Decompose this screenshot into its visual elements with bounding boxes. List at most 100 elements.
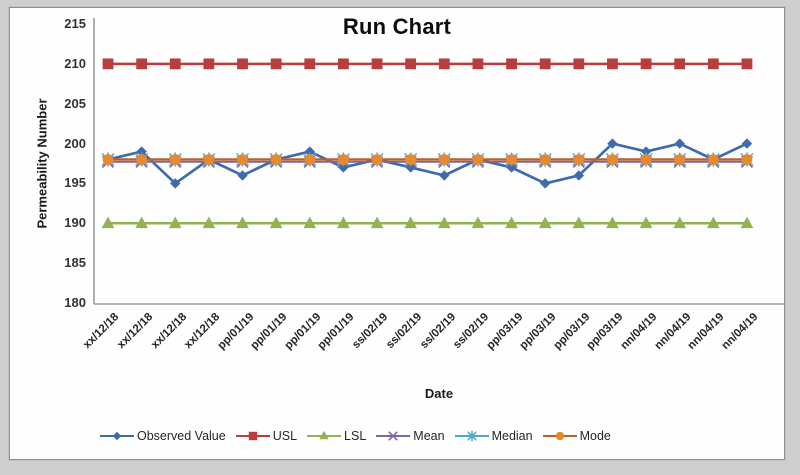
legend-item-median: Median <box>454 429 533 443</box>
circle-marker-icon <box>338 154 349 165</box>
square-marker-icon <box>169 58 181 70</box>
circle-marker-icon <box>573 154 585 165</box>
chart-panel <box>9 7 785 460</box>
triangle-marker-icon <box>404 216 417 229</box>
y-tick-label: 195 <box>64 175 86 191</box>
square-marker-icon <box>203 58 215 70</box>
chart-title: Run Chart <box>342 14 452 39</box>
legend-item-observed-value: Observed Value <box>100 429 226 443</box>
y-tick-label: 210 <box>64 55 86 71</box>
series-observed-value <box>102 138 753 189</box>
circle-marker-icon <box>674 154 686 165</box>
triangle-marker-icon <box>572 216 586 229</box>
circle-marker-icon <box>438 154 450 165</box>
square-marker-icon <box>573 58 585 70</box>
diamond-marker-icon <box>136 146 147 157</box>
triangle-marker-icon <box>471 216 485 229</box>
square-marker-icon <box>539 58 551 70</box>
legend-label: Mode <box>579 429 611 443</box>
circle-marker-icon <box>707 154 719 165</box>
y-tick-label: 205 <box>64 95 86 111</box>
y-tick-label: 185 <box>64 255 86 271</box>
diamond-marker-icon <box>439 170 450 181</box>
triangle-marker-icon <box>639 216 653 229</box>
circle-marker-icon <box>506 154 517 165</box>
circle-marker-icon <box>102 154 114 165</box>
circle-marker-icon <box>472 154 484 165</box>
legend-label: USL <box>272 429 298 443</box>
legend-marker-mean-icon <box>376 431 411 441</box>
square-marker-icon <box>640 58 652 70</box>
y-tick-label: 215 <box>64 16 86 31</box>
legend-marker-observed-value-icon <box>100 431 134 441</box>
square-marker-icon <box>237 58 248 70</box>
series-mode <box>102 154 753 165</box>
square-marker-icon <box>270 58 282 70</box>
square-marker-icon <box>304 58 316 70</box>
chart-legend: Observed Value USL LSL Mean Median Mode <box>100 427 611 445</box>
legend-label: Median <box>491 429 533 443</box>
square-marker-icon <box>248 431 257 441</box>
diamond-marker-icon <box>539 178 551 189</box>
triangle-marker-icon <box>337 216 350 229</box>
triangle-marker-icon <box>202 216 216 229</box>
triangle-marker-icon <box>740 216 754 229</box>
triangle-marker-icon <box>370 216 384 229</box>
legend-label: LSL <box>344 429 367 443</box>
square-marker-icon <box>405 58 417 70</box>
legend-marker-mode-icon <box>542 431 577 441</box>
circle-marker-icon <box>405 154 417 165</box>
square-marker-icon <box>102 58 114 70</box>
diamond-marker-icon <box>741 138 753 149</box>
legend-label: Observed Value <box>137 429 226 443</box>
y-tick-label: 180 <box>64 295 86 310</box>
asterisk-marker-icon <box>466 430 477 442</box>
circle-marker-icon <box>169 154 181 165</box>
circle-marker-icon <box>371 154 383 165</box>
square-marker-icon <box>472 58 484 70</box>
square-marker-icon <box>338 58 349 70</box>
legend-item-lsl: LSL <box>307 429 366 443</box>
square-marker-icon <box>506 58 517 70</box>
square-marker-icon <box>607 58 618 70</box>
legend-item-mode: Mode <box>542 429 611 443</box>
triangle-marker-icon <box>673 216 687 229</box>
diamond-marker-icon <box>237 170 248 181</box>
square-marker-icon <box>438 58 450 70</box>
triangle-marker-icon <box>101 216 115 229</box>
y-tick-label: 200 <box>64 135 86 151</box>
circle-marker-icon <box>136 154 148 165</box>
diamond-marker-icon <box>112 431 122 441</box>
circle-marker-icon <box>270 154 282 165</box>
diamond-marker-icon <box>304 146 315 157</box>
square-marker-icon <box>674 58 686 70</box>
x-axis-title: Date <box>424 386 454 401</box>
triangle-marker-icon <box>236 216 249 229</box>
diamond-marker-icon <box>674 138 685 149</box>
legend-marker-median-icon <box>454 430 489 442</box>
legend-marker-lsl-icon <box>307 430 342 440</box>
circle-marker-icon <box>741 154 753 165</box>
diamond-marker-icon <box>170 178 181 189</box>
triangle-marker-icon <box>319 430 329 440</box>
triangle-marker-icon <box>606 216 619 229</box>
y-axis-title: Permeability Number <box>34 98 50 229</box>
legend-marker-usl-icon <box>235 431 270 441</box>
triangle-marker-icon <box>303 216 317 229</box>
triangle-marker-icon <box>505 216 518 229</box>
triangle-marker-icon <box>707 216 720 229</box>
square-marker-icon <box>371 58 383 70</box>
series-lsl <box>101 216 754 229</box>
legend-item-usl: USL <box>235 429 298 443</box>
triangle-marker-icon <box>438 216 451 229</box>
square-marker-icon <box>136 58 148 70</box>
circle-marker-icon <box>203 154 215 165</box>
x-marker-icon <box>388 431 399 441</box>
series-usl <box>102 58 753 70</box>
triangle-marker-icon <box>168 216 182 229</box>
legend-item-mean: Mean <box>376 429 445 443</box>
diamond-marker-icon <box>573 170 585 181</box>
triangle-marker-icon <box>269 216 283 229</box>
